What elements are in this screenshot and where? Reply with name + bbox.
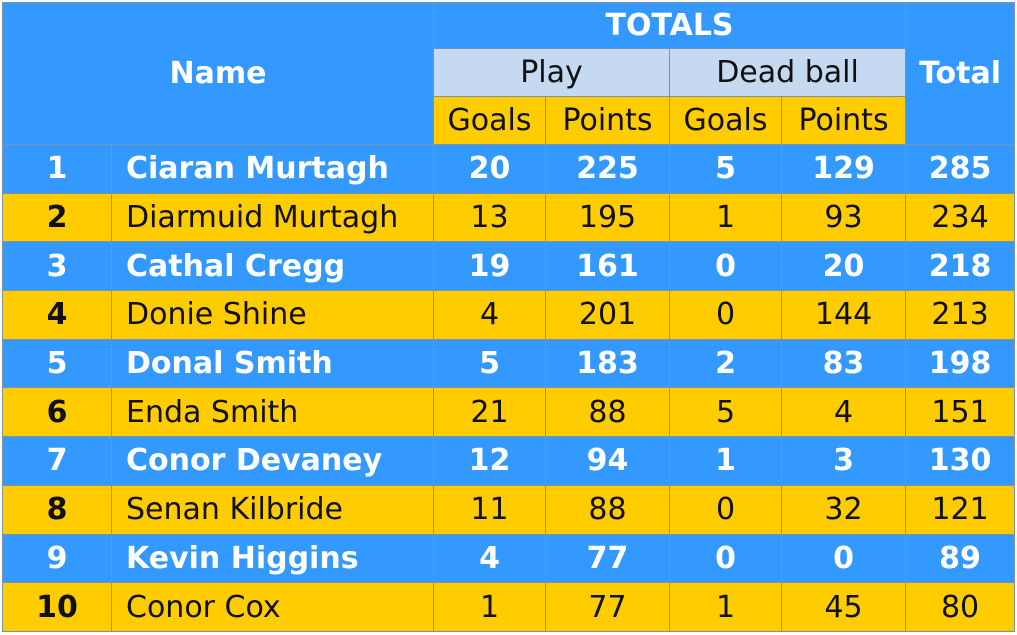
rank-cell: 6 xyxy=(2,387,112,438)
dead-points-cell: 20 xyxy=(780,241,907,292)
play-goals-cell: 13 xyxy=(433,192,546,243)
total-cell: 285 xyxy=(905,144,1016,194)
player-name-cell: Ciaran Murtagh xyxy=(111,144,434,194)
player-name-cell: Donie Shine xyxy=(111,290,434,340)
total-cell: 198 xyxy=(905,338,1016,389)
dead-goals-cell: 2 xyxy=(669,338,782,389)
play-points-cell: 88 xyxy=(545,387,670,438)
dead-points-cell: 83 xyxy=(780,338,907,389)
table-body: 1 Ciaran Murtagh 20 225 5 129 285 2 Diar… xyxy=(2,144,1016,632)
total-cell: 213 xyxy=(905,290,1016,340)
dead-points-cell: 129 xyxy=(780,144,907,194)
play-goals-cell: 20 xyxy=(433,144,546,194)
total-header: Total xyxy=(905,2,1016,145)
player-name-cell: Diarmuid Murtagh xyxy=(111,192,434,243)
play-goals-cell: 21 xyxy=(433,387,546,438)
play-goals-cell: 12 xyxy=(433,436,546,486)
total-cell: 218 xyxy=(905,241,1016,292)
table-row: 2 Diarmuid Murtagh 13 195 1 93 234 xyxy=(2,192,1016,243)
total-cell: 130 xyxy=(905,436,1016,486)
player-name-cell: Kevin Higgins xyxy=(111,533,434,584)
play-goals-header: Goals xyxy=(433,96,546,145)
play-goals-cell: 4 xyxy=(433,290,546,340)
dead-points-cell: 144 xyxy=(780,290,907,340)
table-row: 7 Conor Devaney 12 94 1 3 130 xyxy=(2,436,1016,486)
table-header: Name TOTALS Total Play Dead ball Goals P… xyxy=(2,2,1016,145)
table-row: 5 Donal Smith 5 183 2 83 198 xyxy=(2,338,1016,389)
play-points-cell: 77 xyxy=(545,533,670,584)
dead-goals-cell: 0 xyxy=(669,533,782,584)
play-points-header: Points xyxy=(545,96,670,145)
rank-cell: 1 xyxy=(2,144,112,194)
player-name-cell: Conor Devaney xyxy=(111,436,434,486)
play-points-cell: 88 xyxy=(545,484,670,535)
play-points-cell: 195 xyxy=(545,192,670,243)
player-name-cell: Senan Kilbride xyxy=(111,484,434,535)
table-row: 4 Donie Shine 4 201 0 144 213 xyxy=(2,290,1016,340)
play-points-cell: 161 xyxy=(545,241,670,292)
play-points-cell: 201 xyxy=(545,290,670,340)
dead-goals-cell: 5 xyxy=(669,387,782,438)
play-goals-cell: 1 xyxy=(433,582,546,632)
table-row: 1 Ciaran Murtagh 20 225 5 129 285 xyxy=(2,144,1016,194)
play-goals-cell: 5 xyxy=(433,338,546,389)
dead-points-cell: 45 xyxy=(780,582,907,632)
play-points-cell: 94 xyxy=(545,436,670,486)
rank-cell: 4 xyxy=(2,290,112,340)
rank-cell: 8 xyxy=(2,484,112,535)
dead-goals-cell: 1 xyxy=(669,436,782,486)
play-points-cell: 183 xyxy=(545,338,670,389)
rank-cell: 5 xyxy=(2,338,112,389)
total-cell: 151 xyxy=(905,387,1016,438)
dead-ball-header: Dead ball xyxy=(668,48,907,97)
dead-goals-cell: 0 xyxy=(669,484,782,535)
rank-cell: 7 xyxy=(2,436,112,486)
dead-goals-header: Goals xyxy=(669,96,782,145)
total-cell: 121 xyxy=(905,484,1016,535)
play-points-cell: 225 xyxy=(545,144,670,194)
dead-points-cell: 93 xyxy=(780,192,907,243)
dead-goals-cell: 0 xyxy=(669,241,782,292)
play-goals-cell: 4 xyxy=(433,533,546,584)
player-name-cell: Conor Cox xyxy=(111,582,434,632)
dead-goals-cell: 1 xyxy=(669,192,782,243)
rank-cell: 3 xyxy=(2,241,112,292)
dead-points-cell: 32 xyxy=(780,484,907,535)
dead-points-cell: 3 xyxy=(780,436,907,486)
player-name-cell: Donal Smith xyxy=(111,338,434,389)
table-row: 9 Kevin Higgins 4 77 0 0 89 xyxy=(2,533,1016,584)
dead-goals-cell: 1 xyxy=(669,582,782,632)
rank-cell: 10 xyxy=(2,582,112,632)
dead-goals-cell: 5 xyxy=(669,144,782,194)
total-cell: 80 xyxy=(905,582,1016,632)
player-name-cell: Enda Smith xyxy=(111,387,434,438)
player-name-cell: Cathal Cregg xyxy=(111,241,434,292)
dead-goals-cell: 0 xyxy=(669,290,782,340)
play-goals-cell: 19 xyxy=(433,241,546,292)
table-row: 3 Cathal Cregg 19 161 0 20 218 xyxy=(2,241,1016,292)
rank-cell: 9 xyxy=(2,533,112,584)
play-goals-cell: 11 xyxy=(433,484,546,535)
totals-header: TOTALS xyxy=(432,2,907,49)
name-header: Name xyxy=(2,2,434,145)
play-points-cell: 77 xyxy=(545,582,670,632)
dead-points-header: Points xyxy=(780,96,907,145)
total-cell: 234 xyxy=(905,192,1016,243)
rank-cell: 2 xyxy=(2,192,112,243)
dead-points-cell: 4 xyxy=(780,387,907,438)
table-row: 10 Conor Cox 1 77 1 45 80 xyxy=(2,582,1016,632)
total-cell: 89 xyxy=(905,533,1016,584)
table-row: 8 Senan Kilbride 11 88 0 32 121 xyxy=(2,484,1016,535)
table-row: 6 Enda Smith 21 88 5 4 151 xyxy=(2,387,1016,438)
dead-points-cell: 0 xyxy=(780,533,907,584)
play-header: Play xyxy=(433,48,670,97)
